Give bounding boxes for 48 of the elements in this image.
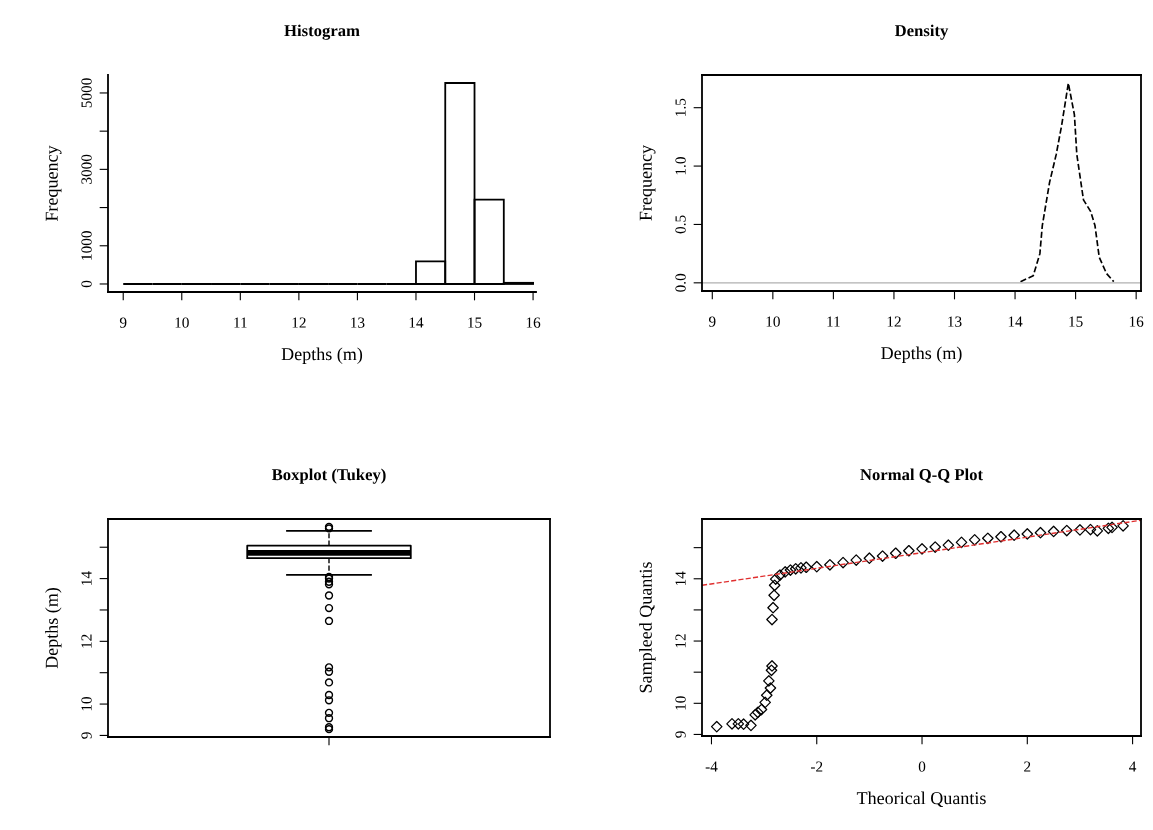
chart-title: Normal Q-Q Plot [860,468,983,483]
y-axis-title: Frequency [639,144,656,221]
x-tick-label: 15 [1069,316,1083,327]
y-tick-label: 10 [675,696,686,710]
x-tick-label: 0 [918,761,926,772]
y-tick-label: 12 [81,634,92,648]
y-tick-label: 1.0 [675,157,686,175]
x-axis-title: Depths (m) [281,347,363,364]
x-tick-label: 11 [234,317,247,328]
y-tick-label: 0 [81,280,92,288]
y-tick-label: 14 [675,571,686,586]
x-tick-label: 9 [708,316,716,327]
x-tick-label: 14 [409,317,424,328]
y-tick-label: 9 [81,732,92,739]
y-axis-title: Sampleed Quantis [639,562,656,693]
chart-title: Boxplot (Tukey) [271,468,386,484]
x-tick-label: 16 [1129,316,1144,327]
x-tick-label: 11 [827,316,840,327]
x-tick-label: 15 [468,317,482,328]
y-tick-label: 14 [81,571,92,585]
x-tick-label: 12 [292,317,306,328]
y-tick-label: 10 [81,697,92,711]
x-tick-label: 14 [1008,316,1023,327]
x-tick-label: -2 [810,761,823,772]
x-tick-label: 4 [1129,761,1137,772]
chart-title: Histogram [284,24,360,40]
y-axis-title: Frequency [45,145,62,222]
y-tick-label: 9 [675,731,686,738]
y-tick-label: 1000 [81,231,92,260]
y-tick-label: 12 [675,634,686,648]
x-tick-label: -4 [705,761,718,772]
y-tick-label: 5000 [81,78,92,108]
x-tick-label: 13 [948,316,962,327]
y-tick-label: 0.0 [675,273,686,292]
y-tick-label: 3000 [81,154,92,184]
x-tick-label: 13 [351,317,365,328]
x-tick-label: 9 [119,317,127,328]
x-tick-label: 10 [766,316,780,327]
x-tick-label: 10 [175,317,189,328]
chart-title: Density [894,24,949,40]
x-tick-label: 2 [1024,761,1031,772]
y-axis-title: Depths (m) [45,587,62,669]
x-axis-title: Depths (m) [881,346,962,363]
x-tick-label: 16 [526,317,541,328]
x-axis-title: Theorical Quantis [856,791,986,807]
x-tick-label: 12 [887,316,901,327]
y-tick-label: 1.5 [675,98,686,116]
y-tick-label: 0.5 [675,215,686,234]
